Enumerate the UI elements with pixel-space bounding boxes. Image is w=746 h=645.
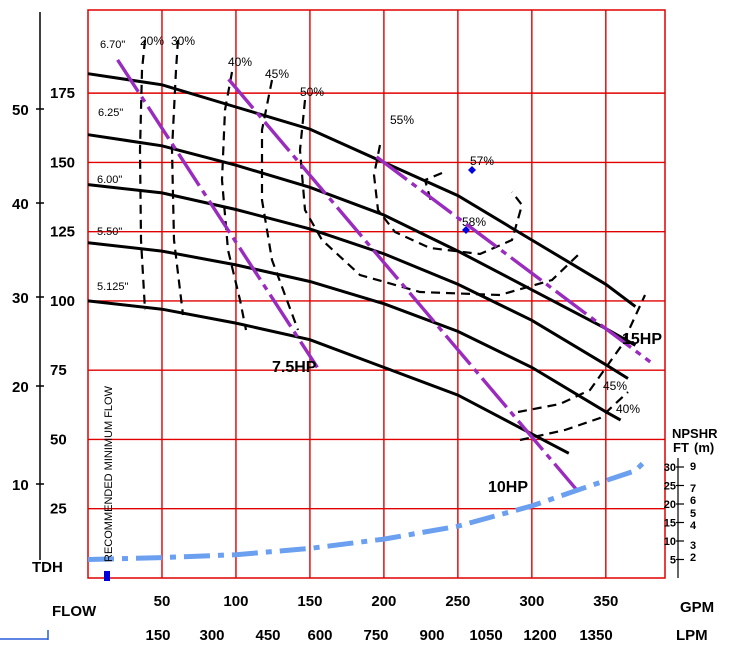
- tdh-ft-tick: 50: [50, 431, 67, 448]
- hp-label: 7.5HP: [272, 359, 317, 376]
- min-flow-label: RECOMMENDED MINIMUM FLOW: [103, 385, 115, 562]
- tdh-ft-tick: 25: [50, 501, 67, 518]
- hp-line-2: [375, 155, 652, 364]
- efficiency-label: 50%: [300, 85, 324, 99]
- tdh-m-tick: 50: [12, 102, 29, 119]
- efficiency-curve-1: [170, 39, 185, 316]
- impeller-curve-2: [87, 183, 629, 380]
- impeller-curve-4: [87, 299, 570, 455]
- tdh-m-tick: 20: [12, 379, 29, 396]
- tdh-m-tick: 40: [12, 196, 29, 213]
- efficiency-label: 20%: [140, 34, 164, 48]
- npsh-m-tick: 6: [690, 495, 696, 507]
- hp-label: 15HP: [622, 331, 662, 348]
- tdh-ft-tick: 175: [50, 85, 75, 102]
- efficiency-curve-8: [519, 391, 629, 442]
- npsh-ft-tick: 10: [664, 536, 676, 548]
- efficiency-curve-5: [372, 144, 524, 256]
- npshr-m-label: (m): [694, 440, 714, 455]
- gpm-tick-label: 350: [593, 593, 618, 610]
- npshr-ft-label: FT: [673, 440, 689, 455]
- npshr-start-marker: [104, 571, 110, 581]
- impeller-curve-0: [87, 72, 637, 308]
- gpm-tick-label: 50: [154, 593, 171, 610]
- lpm-tick-label: 750: [363, 627, 388, 644]
- efficiency-label: 40%: [616, 402, 640, 416]
- efficiency-curve-3: [260, 79, 300, 331]
- lpm-tick-label: 1050: [469, 627, 502, 644]
- gpm-axis-label: GPM: [680, 599, 714, 616]
- gpm-tick-label: 150: [297, 593, 322, 610]
- npsh-m-tick: 5: [690, 508, 696, 520]
- impeller-label: 6.25": [98, 107, 123, 119]
- efficiency-label: 57%: [470, 154, 494, 168]
- tdh-ft-tick: 125: [50, 224, 75, 241]
- gpm-tick-label: 200: [371, 593, 396, 610]
- npsh-ft-tick: 15: [664, 518, 676, 530]
- efficiency-curve-0: [138, 39, 147, 311]
- lpm-tick-label: 600: [307, 627, 332, 644]
- npsh-ft-tick: 5: [670, 555, 676, 567]
- efficiency-curve-7: [517, 294, 646, 414]
- efficiency-label: 55%: [390, 113, 414, 127]
- efficiency-curve-2: [220, 71, 248, 331]
- plot-frame: [87, 9, 666, 579]
- tdh-label: TDH: [32, 559, 63, 576]
- tdh-ft-tick: 150: [50, 154, 75, 171]
- npshr-label: NPSHR: [672, 426, 718, 441]
- lpm-tick-label: 150: [145, 627, 170, 644]
- hp-line-1: [227, 78, 578, 491]
- npsh-ft-tick: 20: [664, 499, 676, 511]
- npsh-m-tick: 7: [690, 483, 696, 495]
- gpm-tick-label: 100: [223, 593, 248, 610]
- npsh-m-tick: 3: [690, 540, 696, 552]
- efficiency-label: 30%: [171, 34, 195, 48]
- npsh-m-tick: 2: [690, 552, 696, 564]
- hp-line-0: [116, 58, 319, 369]
- impeller-label: 6.70": [100, 39, 125, 51]
- npsh-m-tick: 9: [690, 461, 696, 473]
- npsh-m-tick: 4: [690, 520, 697, 532]
- impeller-label: 5.50": [97, 226, 122, 238]
- flow-label: FLOW: [52, 603, 97, 620]
- impeller-label: 6.00": [97, 174, 122, 186]
- tdh-m-tick: 30: [12, 290, 29, 307]
- chart-labels: RECOMMENDED MINIMUM FLOW: [103, 385, 115, 562]
- horsepower-lines: 7.5HP 10HP 15HP: [116, 58, 662, 496]
- lpm-tick-label: 450: [255, 627, 280, 644]
- tdh-ft-tick: 75: [50, 362, 67, 379]
- npsh-ft-tick: 25: [664, 481, 676, 493]
- efficiency-label: 40%: [228, 55, 252, 69]
- lpm-axis-label: LPM: [676, 627, 708, 644]
- impeller-label: 5.125": [97, 281, 129, 293]
- impeller-curve-3: [87, 241, 622, 422]
- hp-label: 10HP: [488, 479, 528, 496]
- grid: [87, 9, 666, 579]
- efficiency-label: 45%: [603, 379, 627, 393]
- efficiency-curve-4: [298, 99, 579, 297]
- lpm-tick-label: 1200: [523, 627, 556, 644]
- gpm-tick-label: 250: [445, 593, 470, 610]
- lpm-tick-label: 900: [419, 627, 444, 644]
- impeller-curve-1: [87, 133, 637, 347]
- tdh-m-tick: 10: [12, 477, 29, 494]
- bep-marker-58: [462, 226, 470, 234]
- efficiency-curves: 20% 30%40%45%50%55%57%58%45%40%: [138, 34, 646, 442]
- gpm-tick-label: 300: [519, 593, 544, 610]
- impeller-curves: 6.70" 6.25" 6.00" 5.50" 5.125": [87, 39, 637, 455]
- bep-marker-57: [468, 166, 476, 174]
- lpm-tick-label: 300: [199, 627, 224, 644]
- tdh-ft-tick: 100: [50, 293, 75, 310]
- npshr-curve: [87, 461, 645, 581]
- lpm-tick-label: 1350: [579, 627, 612, 644]
- npshr-curve: [87, 461, 645, 562]
- efficiency-label: 45%: [265, 67, 289, 81]
- npsh-ft-tick: 30: [664, 462, 676, 474]
